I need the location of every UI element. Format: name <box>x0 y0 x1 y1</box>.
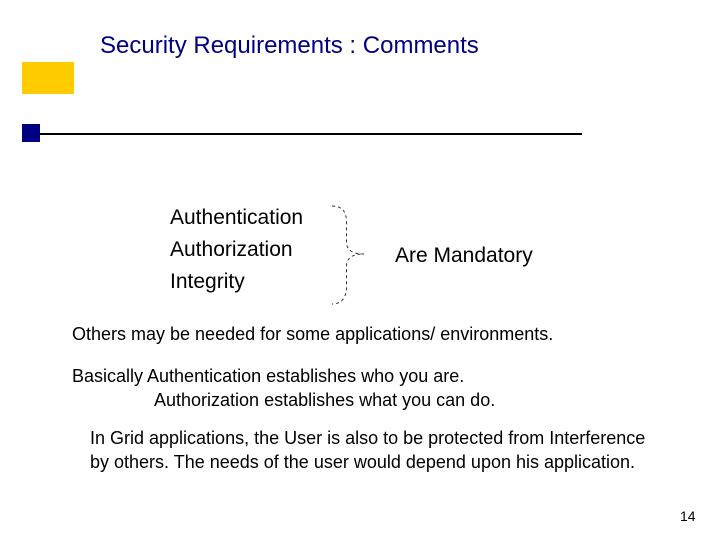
slide-title: Security Requirements : Comments <box>100 32 479 60</box>
title-underline <box>40 133 582 135</box>
page-number: 14 <box>680 508 696 524</box>
slide: Security Requirements : Comments Are Man… <box>0 0 720 540</box>
paragraph-grid: In Grid applications, the User is also t… <box>90 426 650 474</box>
brace-icon <box>330 204 370 308</box>
list-item: Authentication <box>170 206 303 230</box>
accent-yellow-block <box>22 62 74 94</box>
mandatory-label: Are Mandatory <box>395 244 533 268</box>
paragraph-auth-b: Authorization establishes what you can d… <box>154 390 495 411</box>
list-item: Authorization <box>170 238 293 262</box>
list-item: Integrity <box>170 270 245 294</box>
paragraph-auth-a: Basically Authentication establishes who… <box>72 366 464 387</box>
paragraph-others: Others may be needed for some applicatio… <box>72 324 553 345</box>
accent-blue-block <box>22 124 40 142</box>
